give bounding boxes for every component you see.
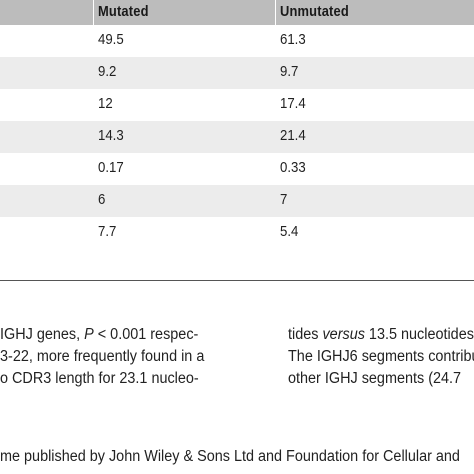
body-text-left-column: IGHJ genes, P < 0.001 respec- 3-22, more… xyxy=(0,324,204,390)
body-line: other IGHJ segments (24.7 xyxy=(288,370,462,387)
table-row: 12 17.4 xyxy=(0,89,474,121)
table-row: 7.7 5.4 xyxy=(0,217,474,249)
table-row: 14.3 21.4 xyxy=(0,121,474,153)
publisher-footer: me published by John Wiley & Sons Ltd an… xyxy=(0,448,460,465)
cell-unmutated: 7 xyxy=(280,191,288,208)
cell-unmutated: 61.3 xyxy=(280,31,306,48)
cell-unmutated: 5.4 xyxy=(280,223,299,240)
cell-mutated: 49.5 xyxy=(98,31,124,48)
table-bottom-rule xyxy=(0,280,474,281)
cell-mutated: 6 xyxy=(98,191,106,208)
cell-unmutated: 21.4 xyxy=(280,127,306,144)
table-row: 49.5 61.3 xyxy=(0,25,474,57)
body-line: 3-22, more frequently found in a xyxy=(0,348,205,365)
header-mutated: Mutated xyxy=(98,3,149,20)
cell-mutated: 12 xyxy=(98,95,113,112)
body-line: IGHJ genes, P < 0.001 respec- xyxy=(0,326,199,343)
cell-mutated: 7.7 xyxy=(98,223,117,240)
table-row: 9.2 9.7 xyxy=(0,57,474,89)
table-header-row: Mutated Unmutated xyxy=(0,0,474,25)
body-text-right-column: tides versus 13.5 nucleotides f The IGHJ… xyxy=(288,324,474,390)
cell-unmutated: 17.4 xyxy=(280,95,306,112)
table-row: 6 7 xyxy=(0,185,474,217)
cell-unmutated: 0.33 xyxy=(280,159,306,176)
cell-mutated: 14.3 xyxy=(98,127,124,144)
cell-mutated: 0.17 xyxy=(98,159,124,176)
table-row: 0.17 0.33 xyxy=(0,153,474,185)
body-line: The IGHJ6 segments contribu xyxy=(288,348,474,365)
header-unmutated: Unmutated xyxy=(280,3,349,20)
body-line: tides versus 13.5 nucleotides f xyxy=(288,326,474,343)
cell-unmutated: 9.7 xyxy=(280,63,299,80)
body-line: o CDR3 length for 23.1 nucleo- xyxy=(0,370,199,387)
cell-mutated: 9.2 xyxy=(98,63,117,80)
